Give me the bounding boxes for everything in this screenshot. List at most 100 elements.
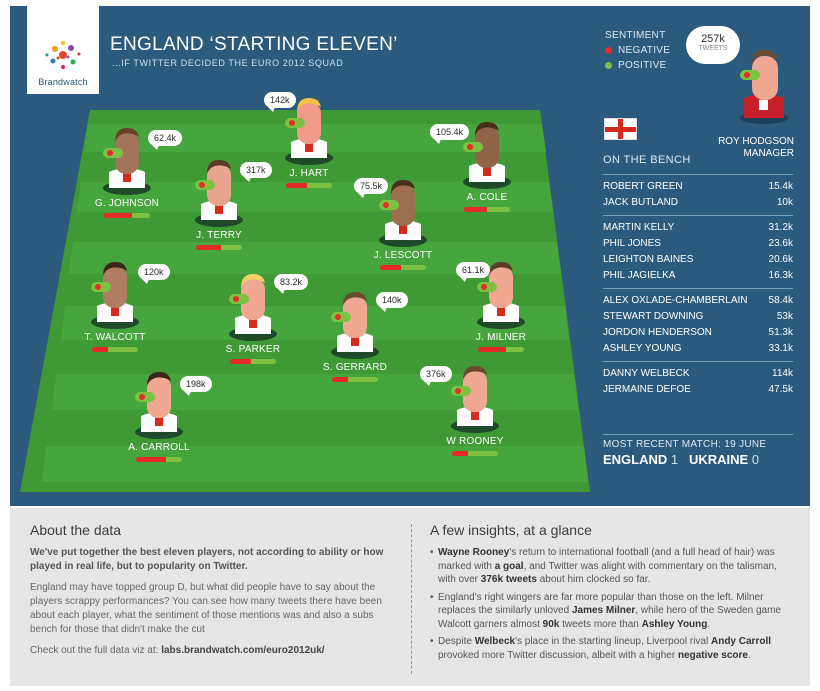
insight-text: .: [747, 649, 751, 661]
bench-tweets: 58.4k: [768, 295, 793, 306]
insight-bold: Welbeck: [474, 636, 516, 647]
bench-tweets: 20.6k: [768, 254, 793, 265]
bench-name: PHIL JONES: [603, 238, 661, 249]
insight-text: about him clocked so far.: [536, 574, 651, 585]
bench-tweets: 114k: [772, 368, 793, 379]
tweet-count-bubble: 198k: [180, 376, 212, 396]
bench-name: JACK BUTLAND: [603, 197, 679, 208]
negative-dot-icon: [605, 47, 612, 54]
about-lead: We've put together the best eleven playe…: [30, 547, 384, 572]
player-name: S. GERRARD: [322, 362, 388, 373]
about-section: About the data We've put together the be…: [30, 522, 400, 656]
legend-positive-label: POSITIVE: [618, 60, 667, 71]
insights-section: A few insights, at a glance Wayne Rooney…: [430, 522, 795, 666]
bench-tweets: 53k: [776, 311, 793, 322]
bench-item: LEIGHTON BAINES 20.6k: [603, 252, 793, 268]
manager-role: MANAGER: [743, 148, 794, 159]
tweet-count-bubble: 105.4k: [430, 124, 470, 144]
bench-tweets: 10k: [776, 197, 793, 208]
bench-item: STEWART DOWNING 53k: [603, 309, 793, 325]
sentiment-bar: [92, 347, 138, 352]
bench-item: ROBERT GREEN 15.4k: [603, 179, 793, 195]
player-figure-icon: [379, 180, 427, 247]
bench-name: ASHLEY YOUNG: [603, 343, 682, 354]
insight-text: .: [707, 618, 711, 630]
positive-dot-icon: [605, 62, 612, 69]
tweet-count-bubble: 62.4k: [148, 130, 183, 150]
bench-item: JERMAINE DEFOE 47.5k: [603, 382, 793, 398]
player-rooney: W ROONEY 376k: [420, 364, 520, 456]
bench-name: JERMAINE DEFOE: [603, 384, 691, 395]
home-score: 1: [670, 452, 679, 467]
manager-tweet-label: TWEETS: [698, 45, 728, 52]
sentiment-bar: [196, 245, 242, 250]
sentiment-bar: [380, 265, 426, 270]
insight-wingers: England's right wingers are far more pop…: [430, 591, 795, 632]
tweet-count-bubble: 142k: [264, 92, 296, 112]
insight-text: Despite: [438, 636, 475, 647]
viz-link[interactable]: labs.brandwatch.com/euro2012uk/: [161, 645, 325, 656]
insight-bold: James Milner: [571, 605, 636, 616]
bench-tweets: 33.1k: [768, 343, 793, 354]
sentiment-bar: [286, 183, 332, 188]
manager-name-block: ROY HODGSON MANAGER: [718, 136, 794, 160]
insight-bold: 376k tweets: [480, 574, 537, 585]
manager-tweet-count: 257k: [701, 33, 725, 45]
england-flag-icon: [604, 118, 637, 140]
player-figure-icon: [451, 366, 499, 433]
bench-group: DANNY WELBECK 114k JERMAINE DEFOE 47.5k: [603, 361, 793, 402]
insight-bold: 90k: [542, 618, 560, 630]
sentiment-bar: [104, 213, 150, 218]
about-title: About the data: [30, 522, 122, 538]
bench-name: STEWART DOWNING: [603, 311, 704, 322]
insight-welbeck: Despite Welbeck's place in the starting …: [430, 635, 795, 662]
insight-text: , while hero of the Sweden game Walcott …: [438, 605, 781, 630]
tweet-count-bubble: 61.1k: [456, 262, 491, 282]
sentiment-bar: [136, 457, 182, 462]
manager-figure-icon: [740, 50, 788, 124]
bench-tweets: 23.6k: [768, 238, 793, 249]
player-name: J. MILNER: [475, 332, 527, 343]
bench-item: MARTIN KELLY 31.2k: [603, 220, 793, 236]
brandwatch-logo-icon: [45, 41, 81, 69]
insight-bold: negative score: [677, 649, 748, 661]
bench-group: ALEX OXLADE-CHAMBERLAIN 58.4k STEWART DOW…: [603, 288, 793, 361]
player-walcott: T. WALCOTT 120k: [70, 260, 170, 352]
insights-title: A few insights, at a glance: [430, 522, 592, 538]
bench-tweets: 31.2k: [768, 222, 793, 233]
player-name: J. HART: [289, 168, 329, 179]
sentiment-bar: [478, 347, 524, 352]
player-carroll: A. CARROLL 198k: [114, 370, 212, 462]
tweet-count-bubble: 120k: [138, 264, 170, 284]
bench-item: PHIL JAGIELKA 16.3k: [603, 268, 793, 284]
match-score: ENGLAND 1 UKRAINE 0: [603, 452, 759, 467]
player-gerrard: S. GERRARD 140k: [310, 290, 408, 382]
bench-name: PHIL JAGIELKA: [603, 270, 676, 281]
tweet-count-bubble: 376k: [420, 366, 452, 386]
player-figure-icon: [331, 292, 379, 359]
bench-name: ROBERT GREEN: [603, 181, 683, 192]
tweet-count-bubble: 75.5k: [354, 178, 389, 198]
away-score: 0: [751, 452, 760, 467]
insight-bold: a goal: [494, 560, 524, 572]
recent-match-label: MOST RECENT MATCH: 19 JUNE: [603, 434, 793, 450]
legend-negative-label: NEGATIVE: [618, 45, 671, 56]
legend-positive: POSITIVE: [605, 60, 670, 71]
logo-text: Brandwatch: [38, 77, 88, 87]
bench-list: ROBERT GREEN 15.4k JACK BUTLAND 10k MARTIN…: [603, 174, 793, 402]
player-terry: J. TERRY 317k: [174, 158, 272, 250]
bench-title: ON THE BENCH: [603, 154, 691, 166]
away-team: UKRAINE: [688, 452, 749, 467]
info-panel: About the data We've put together the be…: [10, 508, 810, 686]
bench-group: ROBERT GREEN 15.4k JACK BUTLAND 10k: [603, 174, 793, 215]
player-milner: J. MILNER 61.1k: [456, 260, 546, 352]
insight-text: England's right wingers are far more pop…: [438, 591, 764, 617]
tweet-count-bubble: 140k: [376, 292, 408, 312]
player-figure-icon: [477, 262, 525, 329]
sentiment-legend: SENTIMENT NEGATIVE POSITIVE: [605, 30, 670, 71]
tweet-count-bubble: 83.2k: [274, 274, 309, 294]
insight-text: 's return to international football (and…: [438, 547, 775, 572]
page-subtitle: ...IF TWITTER DECIDED THE EURO 2012 SQUA…: [112, 58, 344, 68]
insight-text: tweets more than: [559, 618, 642, 630]
player-name: W ROONEY: [446, 436, 504, 447]
